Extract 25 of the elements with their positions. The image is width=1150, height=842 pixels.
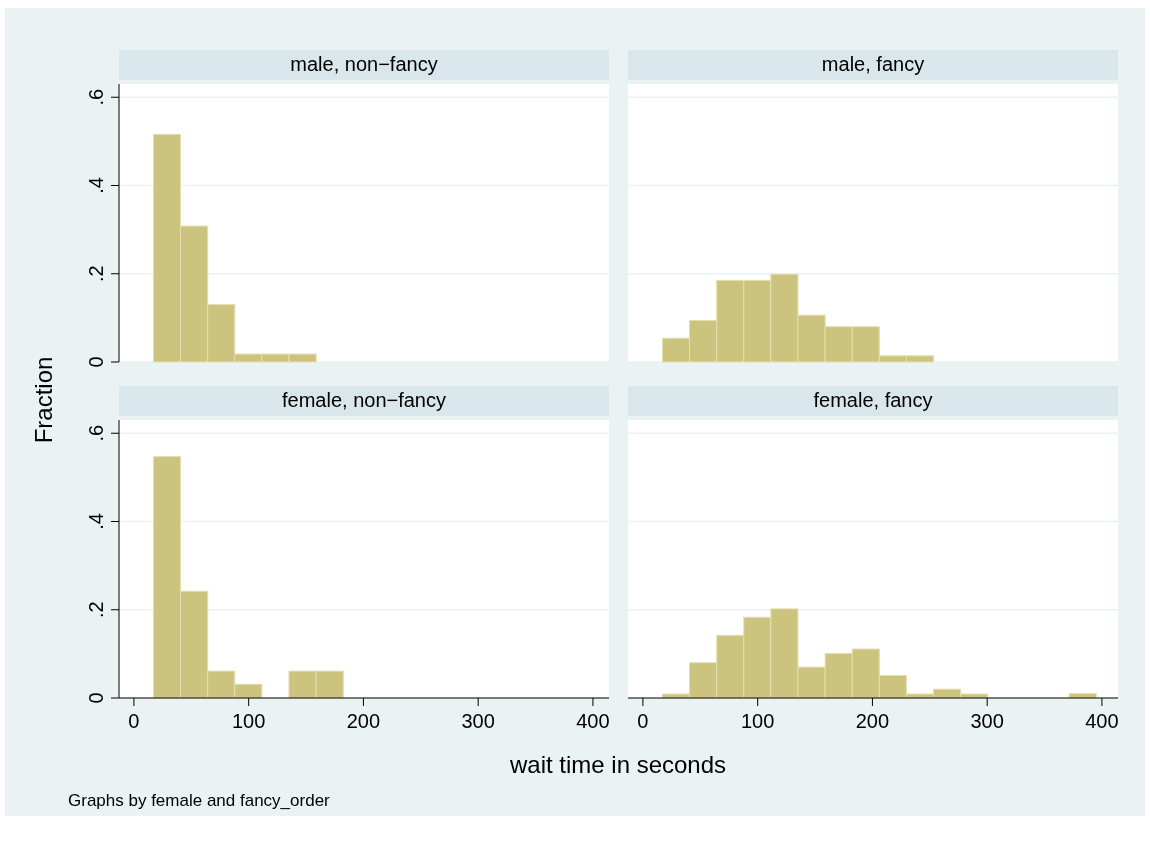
x-tick-label: 300 [970,710,1004,732]
y-tick-label: 0 [85,692,107,704]
x-tick-label: 0 [637,710,649,732]
y-axis-title: Fraction [30,356,57,444]
x-tick-label: 200 [855,710,890,732]
x-tick-label: 300 [461,710,495,732]
y-tick-label: .4 [85,177,107,194]
y-tick-label: .6 [85,424,107,442]
x-axis-title: wait time in seconds [508,751,727,778]
y-tick-label: .6 [85,88,107,106]
y-tick-label: .4 [85,513,107,530]
x-tick-label: 400 [1085,710,1119,732]
chart-title: male, non−fancy [290,53,438,75]
x-tick-label: 100 [231,710,266,732]
text: Graphs by female and fancy_order [68,791,331,810]
chart-title: male, fancy [821,53,925,75]
x-tick-label: 100 [740,710,775,732]
x-tick-label: 200 [346,710,381,732]
y-tick-label: .2 [85,265,107,283]
chart-title: female, non−fancy [282,389,446,411]
y-tick-label: .2 [85,601,107,619]
x-tick-label: 400 [576,710,610,732]
y-tick-label: 0 [85,356,107,368]
x-tick-label: 0 [128,710,140,732]
chart-title: female, fancy [813,389,933,411]
